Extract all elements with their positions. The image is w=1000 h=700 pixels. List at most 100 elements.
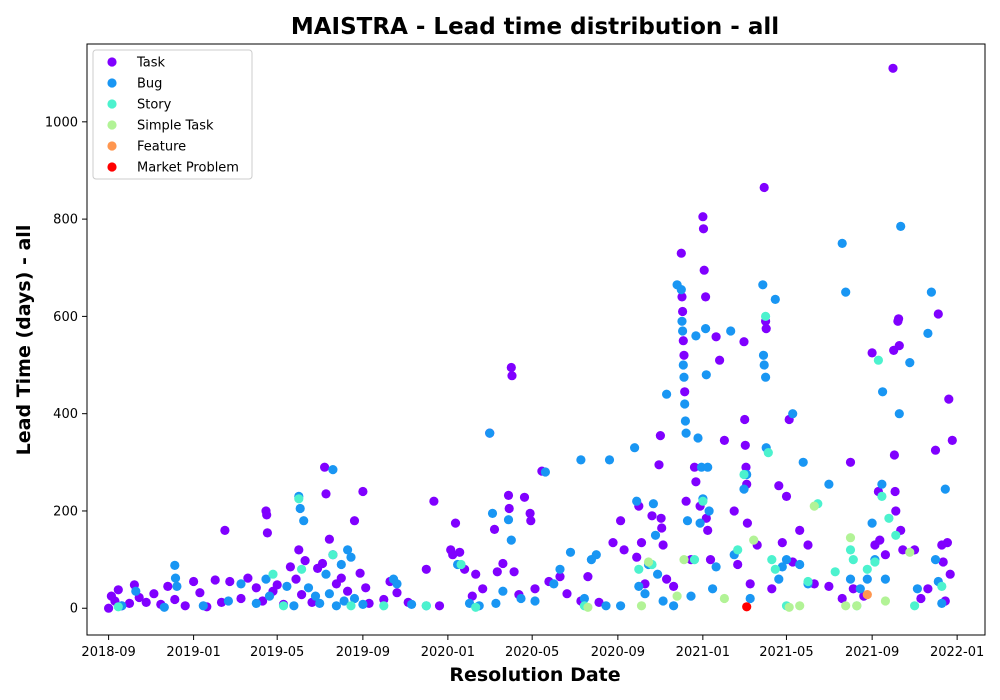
point-task <box>225 576 235 587</box>
point-bug <box>781 555 792 565</box>
legend-marker <box>107 99 117 109</box>
point-task <box>608 538 618 548</box>
point-task <box>698 212 708 222</box>
point-task <box>632 552 642 562</box>
point-bug <box>498 586 508 596</box>
point-task <box>740 414 750 425</box>
point-bug <box>930 555 941 565</box>
point-task <box>669 581 679 592</box>
y-tick-label: 400 <box>53 407 78 422</box>
point-bug <box>170 573 181 583</box>
point-bug <box>703 462 713 472</box>
point-task <box>759 182 769 193</box>
point-task <box>189 576 199 587</box>
point-story <box>379 601 389 611</box>
point-simple-task <box>784 602 794 612</box>
point-bug <box>676 285 686 295</box>
point-bug <box>223 596 233 606</box>
point-bug <box>824 479 834 489</box>
point-bug <box>788 409 798 419</box>
point-task <box>677 292 687 302</box>
point-story <box>845 545 856 555</box>
point-story <box>761 311 771 321</box>
legend-marker <box>107 162 117 172</box>
point-task <box>781 491 792 501</box>
point-task <box>875 535 885 545</box>
point-task <box>421 564 431 574</box>
point-simple-task <box>841 601 851 611</box>
point-simple-task <box>809 501 819 511</box>
point-task <box>662 574 672 584</box>
point-bug <box>758 280 768 290</box>
point-bug <box>601 601 611 611</box>
point-bug <box>937 598 947 609</box>
y-tick-label: 800 <box>53 213 78 228</box>
point-task <box>349 516 360 526</box>
point-bug <box>321 569 331 579</box>
point-simple-task <box>880 596 891 606</box>
x-tick-label: 2021-05 <box>759 645 813 660</box>
point-bug <box>516 593 526 604</box>
point-bug <box>576 455 586 465</box>
point-task <box>450 518 461 528</box>
point-task <box>916 593 926 604</box>
point-task <box>429 496 439 506</box>
x-tick-label: 2019-05 <box>250 645 304 660</box>
point-task <box>434 601 445 611</box>
point-task <box>678 336 688 346</box>
plot-frame <box>86 43 986 636</box>
y-axis-ticks: 0 200 400 600 800 1000 <box>45 115 87 617</box>
point-bug <box>774 574 784 584</box>
point-bug <box>691 331 701 341</box>
point-story <box>870 557 880 567</box>
point-story <box>346 601 356 611</box>
point-task <box>455 547 465 557</box>
point-simple-task <box>905 547 915 557</box>
point-bug <box>777 562 787 572</box>
legend-marker <box>107 141 117 151</box>
point-simple-task <box>643 557 654 567</box>
point-story <box>689 555 700 565</box>
point-task <box>355 568 365 578</box>
point-task <box>767 584 777 594</box>
point-bug <box>336 559 346 570</box>
point-task <box>149 589 159 599</box>
point-simple-task <box>845 533 856 543</box>
y-tick-label: 600 <box>53 310 78 325</box>
point-task <box>898 545 908 555</box>
point-task <box>509 567 519 577</box>
point-task <box>498 558 508 569</box>
point-bug <box>261 574 271 584</box>
point-task <box>379 594 389 605</box>
x-tick-label: 2018-09 <box>81 645 135 660</box>
point-bug <box>604 455 615 465</box>
point-feature <box>862 590 872 600</box>
point-task <box>701 292 711 302</box>
point-bug <box>739 484 749 494</box>
point-task <box>141 597 151 608</box>
point-bug <box>632 496 642 506</box>
point-bug <box>686 591 696 601</box>
point-story <box>733 545 743 555</box>
point-bug <box>905 358 915 368</box>
legend-label: Simple Task <box>137 119 214 134</box>
point-task <box>647 511 657 521</box>
x-tick-label: 2020-01 <box>421 645 475 660</box>
x-tick-label: 2022-01 <box>930 645 984 660</box>
point-bug <box>867 518 877 528</box>
point-bug <box>324 589 334 599</box>
point-task <box>361 583 371 593</box>
point-bug <box>877 479 887 489</box>
point-simple-task <box>583 602 593 612</box>
point-bug <box>487 508 498 518</box>
point-task <box>317 558 328 569</box>
y-tick-label: 0 <box>70 602 78 617</box>
point-bug <box>648 499 659 509</box>
point-bug <box>837 238 847 248</box>
point-story <box>862 564 872 574</box>
point-task <box>562 589 572 599</box>
point-task <box>343 586 353 596</box>
legend-frame <box>92 49 253 180</box>
point-task <box>679 350 689 360</box>
point-bug <box>711 562 721 572</box>
